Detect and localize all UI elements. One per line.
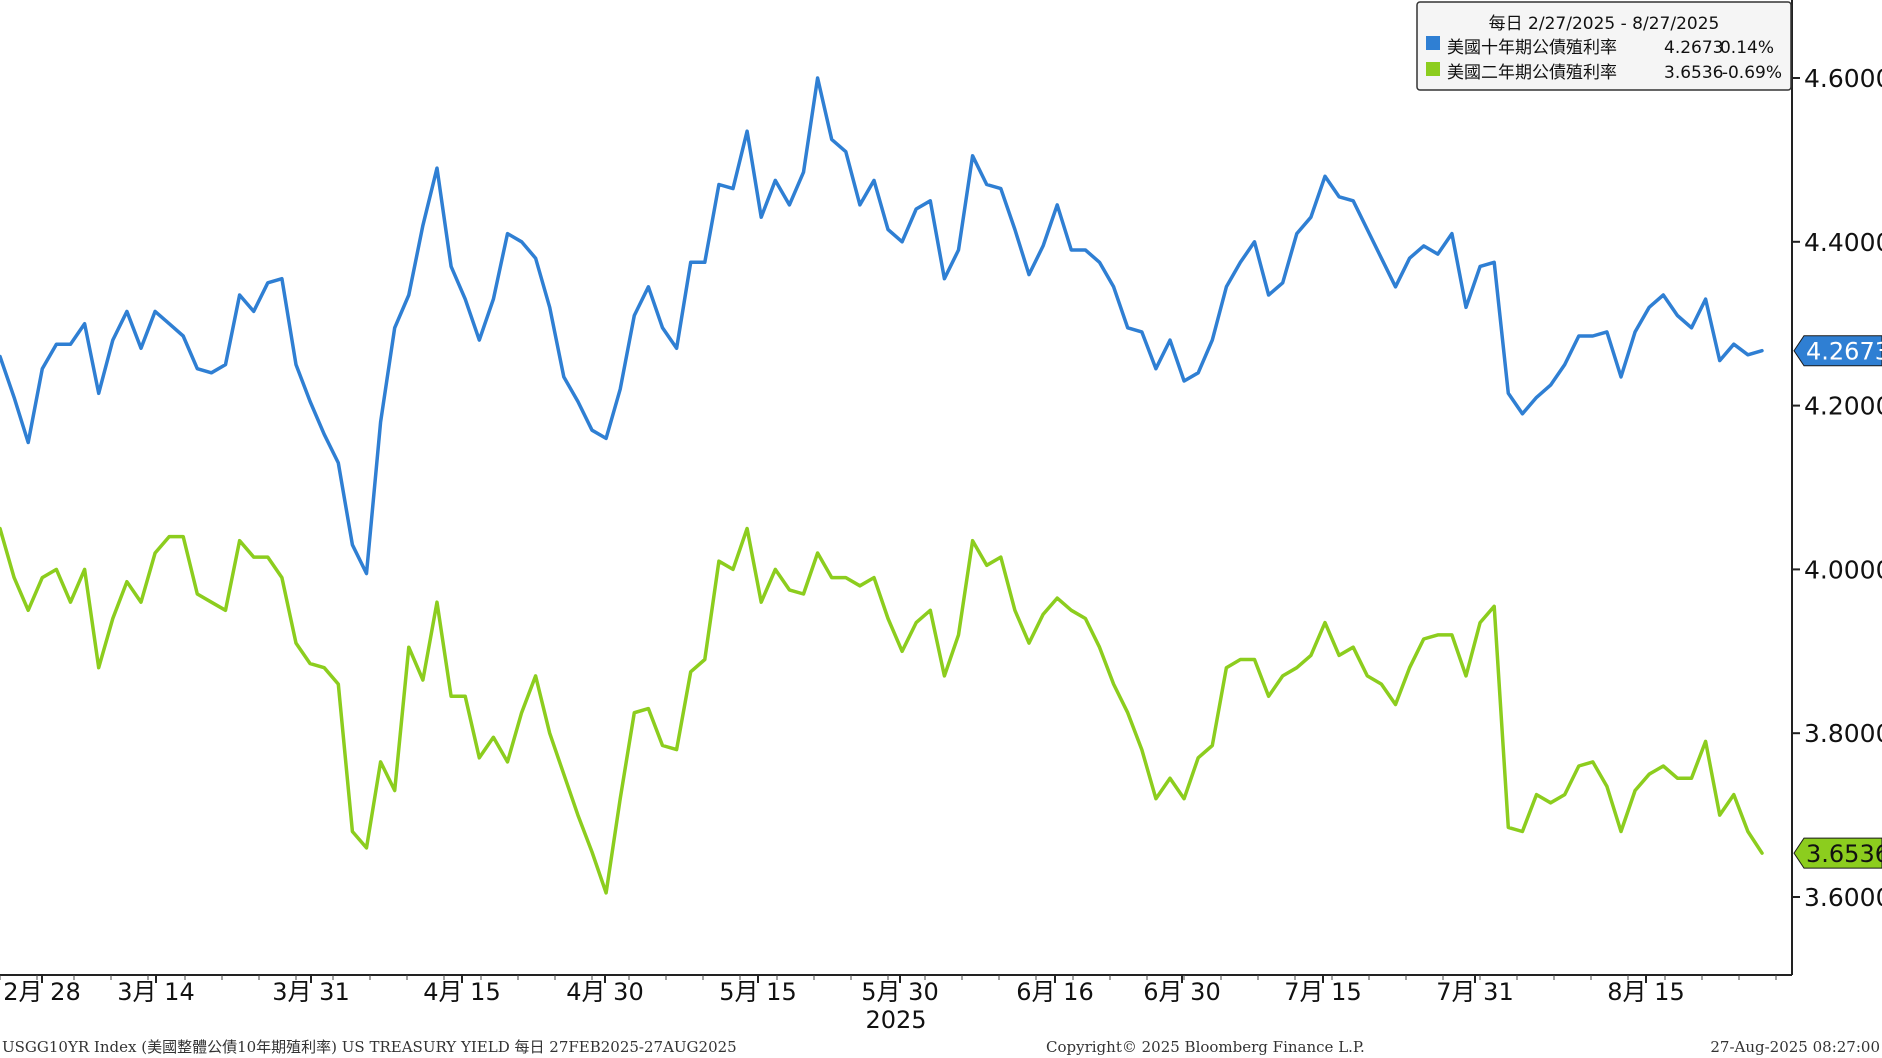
y-tick-label: 4.2000 — [1804, 392, 1882, 421]
y-tick-label: 3.6000 — [1804, 883, 1882, 912]
legend-value-2y: 3.6536 — [1664, 63, 1723, 83]
y-axis-ticks: 3.6000 3.8000 4.0000 4.2000 4.4000 4.6000 — [1792, 64, 1882, 912]
series-layer — [0, 76, 1764, 895]
footer-copyright: Copyright© 2025 Bloomberg Finance L.P. — [1046, 1038, 1365, 1056]
footer-timestamp: 27-Aug-2025 08:27:00 — [1710, 1038, 1880, 1056]
legend-swatch-2y — [1426, 62, 1440, 76]
x-tick-label: 5月 30 — [861, 978, 938, 1006]
x-axis-ticks: 2月 28 3月 14 3月 31 4月 15 4月 30 5月 15 5月 30 6月 16… — [0, 975, 1777, 1006]
legend-value-10y: 4.2673 — [1664, 38, 1723, 58]
series-line-2y — [0, 526, 1764, 895]
x-tick-label: 2月 28 — [3, 978, 80, 1006]
x-tick-label: 3月 14 — [117, 978, 194, 1006]
x-tick-label: 3月 31 — [272, 978, 349, 1006]
x-tick-label: 5月 15 — [719, 978, 796, 1006]
legend-header: 每日 2/27/2025 - 8/27/2025 — [1489, 14, 1720, 34]
last-value-tag-10y: 4.2673 — [1793, 335, 1882, 367]
legend-swatch-10y — [1426, 36, 1440, 50]
x-tick-label: 7月 31 — [1436, 978, 1513, 1006]
x-tick-label: 4月 30 — [566, 978, 643, 1006]
legend-box — [1416, 1, 1792, 91]
legend-name-10y: 美國十年期公債殖利率 — [1447, 38, 1617, 58]
legend-change-2y: -0.69% — [1722, 63, 1782, 83]
x-tick-label: 7月 15 — [1284, 978, 1361, 1006]
last-value-tag-bg — [1793, 837, 1882, 869]
x-tick-label: 8月 15 — [1607, 978, 1684, 1006]
y-tick-label: 3.8000 — [1804, 719, 1882, 748]
last-value-labels: 4.2673 3.6536 — [1793, 335, 1882, 869]
legend-name-2y: 美國二年期公債殖利率 — [1447, 63, 1617, 83]
x-tick-label: 6月 16 — [1016, 978, 1093, 1006]
legend-change-10y: 0.14% — [1720, 38, 1774, 58]
y-tick-label: 4.0000 — [1804, 555, 1882, 584]
last-value-text: 3.6536 — [1806, 840, 1882, 868]
last-value-text: 4.2673 — [1806, 338, 1882, 366]
legend: 每日 2/27/2025 - 8/27/2025 美國十年期公債殖利率 4.26… — [1416, 1, 1792, 91]
y-tick-label: 4.6000 — [1804, 64, 1882, 93]
x-tick-label: 6月 30 — [1143, 978, 1220, 1006]
x-axis-year-label: 2025 — [865, 1006, 926, 1034]
x-tick-label: 4月 15 — [423, 978, 500, 1006]
series-line-10y — [0, 76, 1764, 576]
last-value-tag-bg — [1793, 335, 1882, 367]
footer-source: USGG10YR Index (美國整體公債10年期殖利率) US TREASU… — [2, 1038, 737, 1056]
y-tick-label: 4.4000 — [1804, 228, 1882, 257]
last-value-tag-2y: 3.6536 — [1793, 837, 1882, 869]
